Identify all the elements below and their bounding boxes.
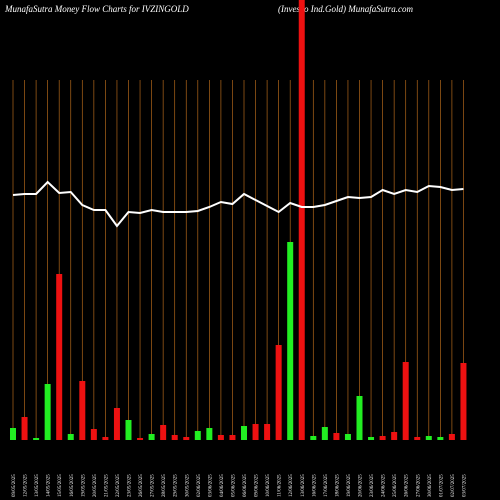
bar [402,362,409,440]
bar [356,396,363,440]
bar [333,433,340,440]
bar [275,345,282,440]
x-tick-label: 30/05/2025 [185,474,190,497]
bar [287,242,294,440]
bar [113,408,120,440]
x-tick-label: 01/07/2025 [439,474,444,497]
bar [67,434,74,440]
x-tick-label: 13/06/2025 [301,474,306,497]
bar [10,428,16,440]
x-tick-label: 22/05/2025 [116,474,121,497]
x-tick-label: 14/05/2025 [47,474,52,497]
bar [90,429,97,440]
bar [310,436,317,440]
bar [391,432,398,440]
bar [425,436,432,440]
x-tick-label: 03/07/2025 [462,474,467,497]
x-tick-label: 12/06/2025 [289,474,294,497]
x-tick-label: 30/06/2025 [428,474,433,497]
x-tick-label: 06/06/2025 [243,474,248,497]
bar [148,434,155,440]
x-tick-label: 20/06/2025 [359,474,364,497]
x-tick-label: 21/05/2025 [104,474,109,497]
bar [229,435,236,440]
bar [437,437,444,440]
bar [264,424,271,440]
x-tick-label: 09/05/2025 [12,474,17,497]
bar [241,426,247,440]
x-tick-label: 20/05/2025 [93,474,98,497]
x-tick-label: 19/06/2025 [347,474,352,497]
price-line [12,180,464,228]
x-tick-label: 09/06/2025 [255,474,260,497]
bar [321,427,328,440]
x-tick-label: 26/05/2025 [139,474,144,497]
bar [160,425,167,440]
x-tick-label: 24/06/2025 [382,474,387,497]
bar [217,435,224,440]
chart-subtitle: (Invesco Ind.Gold) MunafaSutra.com [278,4,413,14]
x-tick-label: 27/05/2025 [151,474,156,497]
x-tick-label: 12/05/2025 [24,474,29,497]
bar [368,437,375,440]
x-tick-label: 28/05/2025 [162,474,167,497]
x-tick-label: 13/05/2025 [35,474,40,497]
bar [183,437,190,440]
x-tick-label: 16/06/2025 [312,474,317,497]
bar [56,274,63,440]
x-tick-label: 16/05/2025 [70,474,75,497]
bar [460,363,467,440]
x-tick-label: 27/06/2025 [416,474,421,497]
x-tick-label: 17/06/2025 [324,474,329,497]
x-tick-label: 02/06/2025 [197,474,202,497]
bar [102,437,109,440]
x-tick-label: 15/05/2025 [58,474,63,497]
bar [171,435,178,440]
x-tick-label: 18/06/2025 [335,474,340,497]
x-tick-label: 23/06/2025 [370,474,375,497]
bar [125,420,132,440]
bar [206,428,213,440]
bar [379,436,386,440]
bar [79,381,86,440]
x-tick-label: 05/06/2025 [231,474,236,497]
x-tick-label: 02/07/2025 [451,474,456,497]
x-tick-label: 10/06/2025 [266,474,271,497]
x-tick-label: 19/05/2025 [81,474,86,497]
bar [21,417,28,440]
bar [252,424,259,440]
x-tick-label: 23/05/2025 [128,474,133,497]
x-tick-label: 03/06/2025 [208,474,213,497]
x-tick-label: 25/06/2025 [393,474,398,497]
x-tick-label: 11/06/2025 [278,474,283,497]
x-tick-label: 26/06/2025 [405,474,410,497]
x-tick-label: 29/05/2025 [174,474,179,497]
bar [194,431,201,440]
bar [137,438,144,440]
bar [44,384,51,440]
bar [448,434,455,440]
bar [414,437,421,440]
bar [33,438,40,440]
chart-title: MunafaSutra Money Flow Charts for IVZING… [4,4,189,14]
bar [298,0,305,440]
x-tick-label: 04/06/2025 [220,474,225,497]
bar [344,434,351,440]
